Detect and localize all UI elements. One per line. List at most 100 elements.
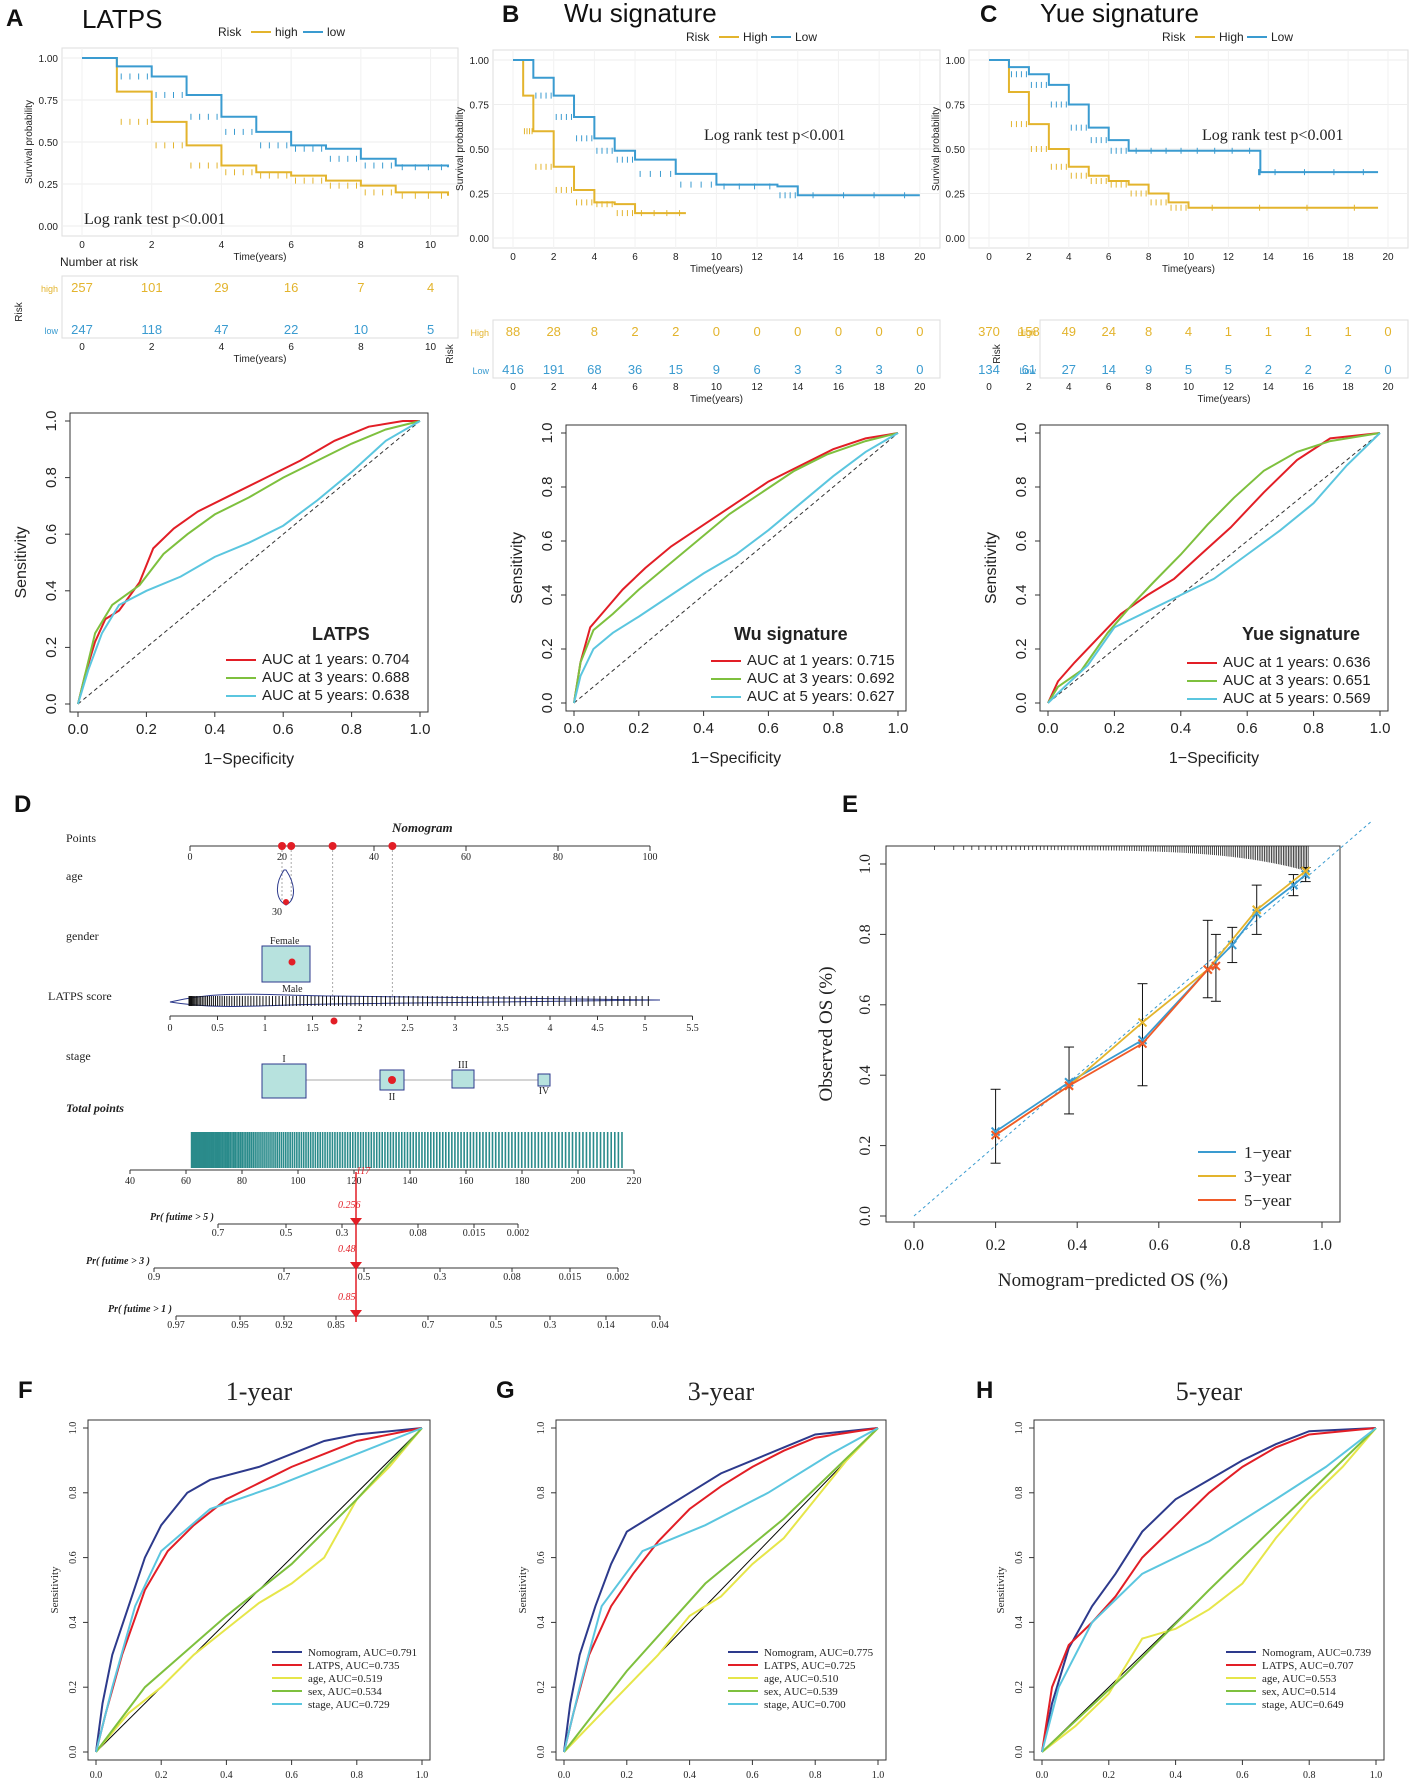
roc-label-title: Wu signature <box>734 624 848 644</box>
x-tick: 20 <box>1382 252 1394 263</box>
roc-frame <box>1033 1419 1385 1761</box>
nomogram-row-label: age <box>66 869 83 883</box>
risk-count-high: 0 <box>876 324 883 339</box>
x-tick: 0.2 <box>136 721 157 738</box>
risk-count-low: 36 <box>628 362 642 377</box>
prob-tick: 0.5 <box>358 1272 371 1283</box>
x-tick: 18 <box>1343 252 1355 263</box>
risk-count-low: 2 <box>1345 362 1352 377</box>
nomogram-title: Nomogram <box>391 820 453 835</box>
risk-row-high: high <box>41 284 58 294</box>
risk-ylabel: Risk <box>14 301 25 321</box>
x-tick: 0.2 <box>1103 1770 1116 1781</box>
panel-letter: C <box>980 1 997 28</box>
x-tick: 0.4 <box>693 720 714 737</box>
risk-count-high: 2 <box>672 324 679 339</box>
roc-curve <box>77 420 421 705</box>
panel-letter: F <box>18 1377 33 1404</box>
survival-curve-low <box>513 59 920 197</box>
legend-label-high: High <box>1219 30 1244 44</box>
y-tick: 0.0 <box>43 694 60 715</box>
calibration-point <box>1211 961 1221 971</box>
legend-label: AUC at 1 years: 0.715 <box>747 652 895 669</box>
y-tick: 0.0 <box>536 1746 547 1759</box>
y-tick: 0.0 <box>68 1746 79 1759</box>
legend-label: age, AUC=0.553 <box>1262 1673 1337 1685</box>
y-tick: 0.4 <box>1014 1616 1025 1629</box>
risk-count-high: 1 <box>1305 324 1312 339</box>
y-tick: 0.25 <box>946 190 966 201</box>
x-tick: 18 <box>874 252 886 263</box>
points-marker <box>388 842 397 850</box>
y-axis-label: Sensitivity <box>517 1566 529 1614</box>
prob-tick: 0.95 <box>231 1320 249 1331</box>
x-tick: 0.6 <box>746 1770 759 1781</box>
y-tick: 0.50 <box>39 138 59 149</box>
legend-label: age, AUC=0.510 <box>764 1673 839 1685</box>
risk-count-high: 370 <box>978 324 1000 339</box>
points-marker <box>278 842 286 850</box>
logrank-label: Log rank test p<0.001 <box>704 127 845 144</box>
points-marker <box>328 842 337 850</box>
roc-curve <box>77 420 420 705</box>
legend-label: AUC at 5 years: 0.627 <box>747 688 895 705</box>
calibration-point <box>1252 908 1262 918</box>
panel-letter: A <box>6 5 23 32</box>
risk-count-low: 2 <box>1305 362 1312 377</box>
x-tick: 12 <box>1223 252 1235 263</box>
risk-x-tick: 0 <box>510 382 516 393</box>
risk-x-tick: 10 <box>711 382 723 393</box>
score-tick: 1 <box>263 1023 268 1034</box>
x-axis-label: 1−Specificity <box>686 1784 757 1787</box>
roc-curve <box>1041 1427 1377 1753</box>
y-tick: 0.4 <box>539 585 556 606</box>
y-tick: 0.2 <box>68 1681 79 1694</box>
risk-count-high: 1 <box>1225 324 1232 339</box>
prob-value: 0.256 <box>338 1200 361 1211</box>
roc-curve <box>95 1427 423 1753</box>
score-violin <box>169 993 661 1007</box>
roc-frame <box>555 1419 887 1761</box>
calibration-frame <box>885 845 1341 1223</box>
x-tick: 0.2 <box>986 1237 1006 1254</box>
y-tick: 1.0 <box>857 854 874 874</box>
total-tick: 200 <box>571 1176 586 1187</box>
y-tick: 0.8 <box>43 467 60 488</box>
panel-title: LATPS <box>82 4 162 34</box>
y-axis-label: Survival probability <box>455 107 466 191</box>
risk-x-label: Time(years) <box>1198 394 1251 405</box>
risk-table-frame <box>61 275 459 339</box>
roc-curve <box>573 432 899 704</box>
x-tick: 8 <box>1146 252 1152 263</box>
risk-count-high: 1 <box>1265 324 1272 339</box>
roc-curve <box>1047 432 1381 704</box>
risk-count-low: 134 <box>978 362 1000 377</box>
risk-ylabel: Risk <box>992 343 1003 363</box>
score-tick: 2 <box>358 1023 363 1034</box>
risk-count-high: 0 <box>794 324 801 339</box>
x-tick: 0.4 <box>220 1770 233 1781</box>
risk-count-low: 10 <box>354 322 368 337</box>
y-tick: 0.6 <box>1014 1551 1025 1564</box>
nomogram-row-label: Total points <box>66 1101 124 1115</box>
roc-curve <box>573 432 899 704</box>
risk-count-high: 24 <box>1101 324 1115 339</box>
nomogram-row-label: gender <box>66 929 99 943</box>
x-tick: 14 <box>1263 252 1275 263</box>
survival-curve-high <box>82 57 449 196</box>
score-marker <box>330 1017 338 1025</box>
points-tick: 80 <box>553 852 563 863</box>
risk-count-high: 7 <box>357 280 364 295</box>
risk-x-tick: 16 <box>1303 382 1315 393</box>
prob-arrow <box>350 1310 362 1318</box>
risk-x-tick: 2 <box>1026 382 1032 393</box>
legend-label: stage, AUC=0.729 <box>308 1699 390 1711</box>
x-tick: 10 <box>1183 252 1195 263</box>
x-tick: 2 <box>551 252 557 263</box>
prob-value: 0.48 <box>338 1244 356 1255</box>
y-tick: 0.8 <box>1014 1487 1025 1500</box>
x-tick: 0.6 <box>1237 720 1258 737</box>
legend-label: sex, AUC=0.539 <box>764 1686 838 1698</box>
x-tick: 0.4 <box>1169 1770 1182 1781</box>
total-tick: 160 <box>459 1176 474 1187</box>
